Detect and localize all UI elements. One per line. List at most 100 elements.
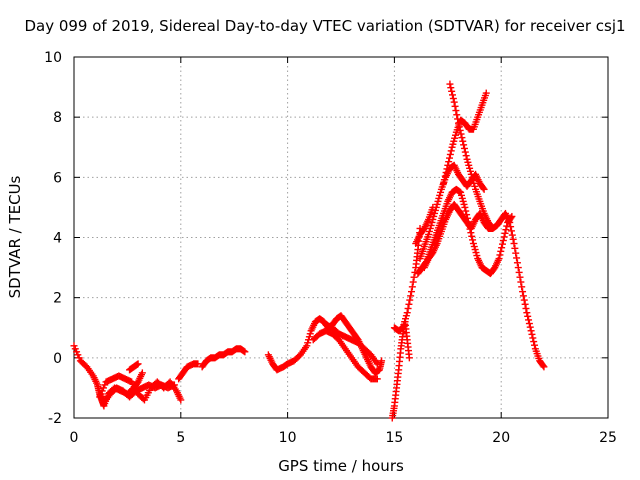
data-point xyxy=(194,360,202,368)
data-point xyxy=(454,115,462,123)
data-point xyxy=(373,375,381,383)
data-point xyxy=(522,304,530,312)
data-point xyxy=(479,184,487,192)
series xyxy=(126,360,142,374)
data-point xyxy=(531,341,539,349)
data-point xyxy=(460,141,468,149)
data-point xyxy=(177,396,185,404)
data-point xyxy=(469,236,477,244)
data-point xyxy=(501,229,509,237)
data-point xyxy=(500,233,508,241)
data-point xyxy=(456,126,464,134)
data-point xyxy=(429,203,437,211)
grid-lines xyxy=(74,57,608,418)
data-point xyxy=(448,87,456,95)
x-axis-label: GPS time / hours xyxy=(278,457,404,475)
data-point xyxy=(461,203,469,211)
data-point xyxy=(458,134,466,142)
data-point xyxy=(498,240,506,248)
chart-title: Day 099 of 2019, Sidereal Day-to-day VTE… xyxy=(24,17,625,35)
data-point xyxy=(539,362,547,370)
data-point xyxy=(526,323,534,331)
data-point xyxy=(498,244,506,252)
data-point xyxy=(529,334,537,342)
data-point xyxy=(530,338,538,346)
data-point xyxy=(449,95,457,103)
data-point xyxy=(443,165,451,173)
x-tick-label: 0 xyxy=(70,430,79,446)
data-point xyxy=(440,176,448,184)
series xyxy=(420,200,548,371)
data-point xyxy=(495,255,503,263)
data-point xyxy=(512,249,520,257)
data-series xyxy=(70,80,548,422)
data-point xyxy=(445,158,453,166)
x-tick-label: 10 xyxy=(279,430,297,446)
data-point xyxy=(462,152,470,160)
data-point xyxy=(241,348,249,356)
data-point xyxy=(446,154,454,162)
data-point xyxy=(447,147,455,155)
data-point xyxy=(409,278,417,286)
data-point xyxy=(468,232,476,240)
series xyxy=(100,381,178,407)
data-point xyxy=(453,111,461,119)
data-point xyxy=(489,224,497,232)
data-point xyxy=(406,296,414,304)
data-point xyxy=(446,150,454,158)
data-point xyxy=(527,327,535,335)
data-point xyxy=(524,312,532,320)
data-point xyxy=(452,107,460,115)
data-point xyxy=(523,309,531,317)
y-tick-label: 8 xyxy=(53,110,62,126)
y-tick-label: 2 xyxy=(53,291,62,307)
x-tick-label: 5 xyxy=(176,430,185,446)
data-point xyxy=(488,223,496,231)
data-point xyxy=(450,98,458,106)
data-point xyxy=(447,84,455,92)
data-point xyxy=(497,247,505,255)
data-point xyxy=(442,169,450,177)
data-point xyxy=(404,304,412,312)
data-point xyxy=(407,288,415,296)
data-point xyxy=(496,251,504,259)
data-point xyxy=(460,144,468,152)
data-point xyxy=(373,360,381,368)
data-point xyxy=(517,278,525,286)
data-point xyxy=(482,89,490,97)
series xyxy=(416,161,488,263)
data-point xyxy=(407,292,415,300)
series xyxy=(175,360,202,383)
data-point xyxy=(462,207,470,215)
data-point xyxy=(446,80,454,88)
series xyxy=(322,321,381,368)
data-point xyxy=(525,320,533,328)
data-point xyxy=(440,179,448,187)
x-tick-label: 15 xyxy=(385,430,403,446)
y-tick-label: 0 xyxy=(53,351,62,367)
data-point xyxy=(448,91,456,99)
data-point xyxy=(441,172,449,180)
y-tick-label: 10 xyxy=(44,50,62,66)
series xyxy=(309,327,381,383)
data-point xyxy=(405,354,413,362)
y-tick-label: 6 xyxy=(53,170,62,186)
data-point xyxy=(525,316,533,324)
x-tick-labels: 0 5 10 15 20 25 xyxy=(70,430,617,446)
y-axis-label: SDTVAR / TECUs xyxy=(6,175,24,298)
data-point xyxy=(455,123,463,131)
series xyxy=(388,318,413,422)
data-point xyxy=(134,360,142,368)
y-tick-label: 4 xyxy=(53,231,62,247)
data-point xyxy=(519,288,527,296)
data-point xyxy=(410,273,418,281)
data-point xyxy=(405,300,413,308)
series xyxy=(446,80,497,232)
data-point xyxy=(461,148,469,156)
data-point xyxy=(513,259,521,267)
data-point xyxy=(528,330,536,338)
data-point xyxy=(408,283,416,291)
data-point xyxy=(507,227,515,235)
y-tick-label: -2 xyxy=(48,411,62,427)
